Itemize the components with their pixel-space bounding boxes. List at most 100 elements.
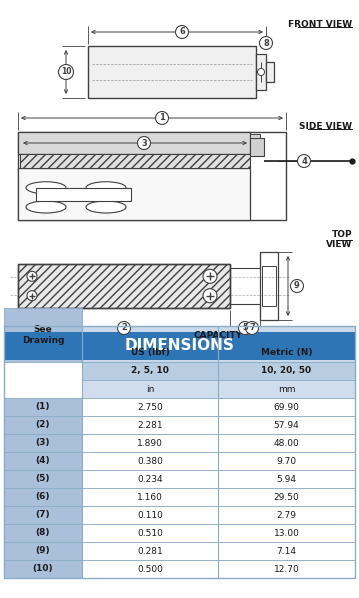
- Bar: [4, 416, 82, 434]
- Text: 69.90: 69.90: [274, 402, 299, 411]
- Bar: [4, 398, 82, 416]
- Text: TOP
VIEW: TOP VIEW: [326, 230, 352, 249]
- Text: 2.750: 2.750: [137, 402, 163, 411]
- Bar: [82, 488, 218, 506]
- Bar: [260, 252, 278, 320]
- Bar: [218, 380, 355, 398]
- Text: (6): (6): [36, 493, 50, 502]
- Text: 10, 20, 50: 10, 20, 50: [261, 367, 312, 376]
- Text: 0.500: 0.500: [137, 565, 163, 573]
- Bar: [4, 524, 82, 542]
- Text: SIDE VIEW: SIDE VIEW: [299, 122, 352, 131]
- Bar: [218, 560, 355, 578]
- Bar: [218, 398, 355, 416]
- Text: (1): (1): [36, 402, 50, 411]
- Circle shape: [155, 111, 168, 124]
- Bar: [256, 54, 266, 90]
- Bar: [82, 380, 218, 398]
- Text: 2.79: 2.79: [276, 511, 297, 520]
- Text: 1.890: 1.890: [137, 438, 163, 447]
- Bar: [18, 132, 250, 154]
- Bar: [266, 62, 274, 82]
- Text: (10): (10): [33, 565, 53, 573]
- Text: CAPACITY: CAPACITY: [194, 331, 243, 340]
- Ellipse shape: [26, 201, 66, 213]
- Text: (8): (8): [36, 529, 50, 538]
- Bar: [218, 434, 355, 452]
- Bar: [250, 138, 264, 156]
- Text: 48.00: 48.00: [274, 438, 299, 447]
- Text: 2: 2: [121, 324, 127, 332]
- Circle shape: [27, 271, 37, 281]
- Bar: [4, 452, 82, 470]
- Text: 1: 1: [159, 114, 165, 123]
- Text: 0.234: 0.234: [137, 474, 163, 484]
- Text: 2.281: 2.281: [137, 420, 163, 429]
- Text: DIMENSIONS: DIMENSIONS: [125, 338, 234, 353]
- Text: 29.50: 29.50: [274, 493, 299, 502]
- Bar: [4, 470, 82, 488]
- Bar: [36, 188, 131, 202]
- Bar: [4, 434, 82, 452]
- Bar: [218, 344, 355, 362]
- Circle shape: [260, 36, 272, 50]
- Bar: [218, 542, 355, 560]
- Text: (5): (5): [36, 474, 50, 484]
- Bar: [18, 264, 230, 308]
- Circle shape: [257, 69, 265, 75]
- Bar: [250, 134, 260, 138]
- Bar: [88, 46, 256, 98]
- Text: (7): (7): [36, 511, 50, 520]
- Circle shape: [27, 291, 37, 301]
- Circle shape: [203, 269, 217, 283]
- Text: See
Drawing: See Drawing: [22, 325, 64, 344]
- Bar: [4, 506, 82, 524]
- Bar: [82, 524, 218, 542]
- Bar: [4, 326, 82, 344]
- Bar: [20, 154, 250, 168]
- Ellipse shape: [86, 182, 126, 194]
- Text: (3): (3): [36, 438, 50, 447]
- Text: 57.94: 57.94: [274, 420, 299, 429]
- Bar: [218, 470, 355, 488]
- Text: Metric (N): Metric (N): [261, 349, 312, 358]
- Text: 1.160: 1.160: [137, 493, 163, 502]
- Circle shape: [59, 65, 74, 80]
- Circle shape: [176, 26, 188, 38]
- Text: 8: 8: [263, 38, 269, 47]
- Ellipse shape: [26, 182, 66, 194]
- Text: 6: 6: [179, 28, 185, 36]
- Text: 0.110: 0.110: [137, 511, 163, 520]
- Bar: [82, 542, 218, 560]
- Text: in: in: [146, 385, 154, 393]
- Bar: [218, 362, 355, 380]
- Bar: [82, 362, 218, 380]
- Bar: [82, 344, 218, 362]
- Bar: [4, 488, 82, 506]
- Bar: [4, 326, 355, 578]
- Bar: [218, 416, 355, 434]
- Text: 4: 4: [301, 157, 307, 166]
- Bar: [82, 398, 218, 416]
- Circle shape: [246, 322, 258, 334]
- Text: 0.510: 0.510: [137, 529, 163, 538]
- Circle shape: [137, 136, 150, 150]
- Ellipse shape: [86, 201, 126, 213]
- Text: 7: 7: [249, 324, 255, 332]
- Bar: [82, 326, 355, 344]
- Bar: [82, 560, 218, 578]
- Text: 7.14: 7.14: [276, 547, 297, 556]
- Text: 0.281: 0.281: [137, 547, 163, 556]
- Bar: [218, 488, 355, 506]
- Bar: [262, 266, 276, 306]
- Text: mm: mm: [278, 385, 295, 393]
- Bar: [4, 542, 82, 560]
- Bar: [4, 332, 355, 360]
- Bar: [18, 264, 230, 308]
- Text: (2): (2): [36, 420, 50, 429]
- Text: 9.70: 9.70: [276, 456, 297, 465]
- Circle shape: [238, 322, 252, 334]
- Text: 9: 9: [294, 282, 300, 291]
- Bar: [82, 506, 218, 524]
- Text: (4): (4): [36, 456, 50, 465]
